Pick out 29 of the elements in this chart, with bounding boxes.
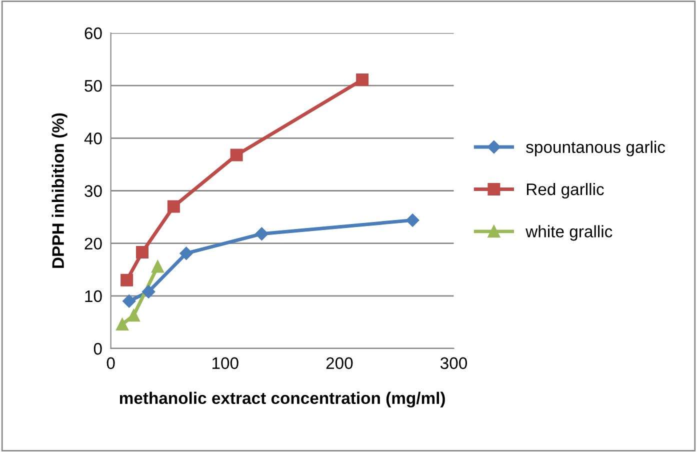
point — [406, 214, 420, 227]
point — [127, 309, 140, 322]
point — [180, 246, 193, 260]
y-tick-label: 50 — [84, 80, 102, 92]
x-tick-label: 100 — [212, 357, 238, 370]
point — [230, 148, 243, 162]
y-tick-label: 30 — [84, 185, 102, 197]
x-axis-title: methanolic extract concentration (mg/ml) — [120, 392, 445, 408]
y-tick-label: 0 — [94, 342, 102, 355]
x-tick-label: 0 — [106, 357, 115, 370]
point — [116, 318, 129, 331]
y-axis-title: DPPH inhibition (%) — [52, 113, 68, 268]
point — [255, 227, 268, 240]
point — [136, 246, 149, 259]
point — [122, 294, 136, 308]
legend-label: spountanous garlic — [526, 140, 666, 156]
y-tick-label: 40 — [84, 132, 102, 144]
legend-label: Red garllic — [526, 182, 604, 199]
point — [120, 274, 134, 286]
y-tick-label: 60 — [84, 27, 102, 40]
x-tick-label: 300 — [440, 357, 467, 370]
point — [151, 260, 164, 273]
y-tick-label: 20 — [84, 238, 102, 250]
y-tick-label: 10 — [85, 290, 102, 302]
point — [167, 200, 180, 213]
point — [356, 74, 369, 86]
x-tick-label: 200 — [326, 357, 353, 370]
point — [142, 285, 156, 298]
legend-label: white grallic — [526, 225, 612, 241]
